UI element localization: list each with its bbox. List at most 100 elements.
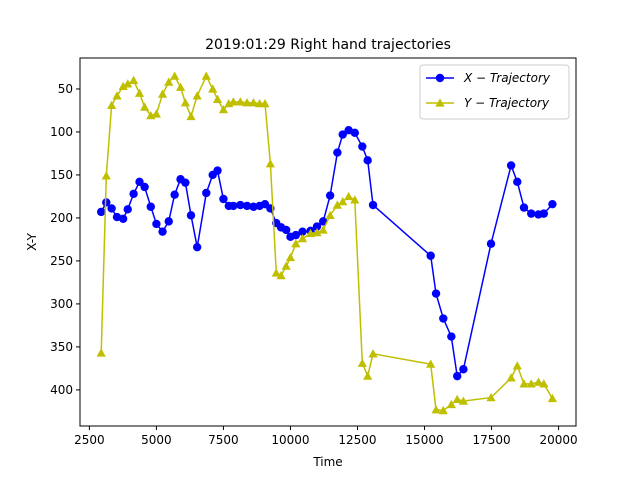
data-point [431,405,441,414]
data-point [170,190,179,199]
x-axis: 2500 5000 7500 10000 12500 15000 17500 20000 [74,426,578,447]
data-point [332,200,342,209]
data-point [265,159,275,168]
data-point [291,230,301,240]
data-point [350,128,360,138]
plot-frame [79,57,577,427]
data-point [298,227,307,236]
data-point [146,202,155,211]
data-point [228,97,238,106]
data-point [318,225,328,234]
data-point [213,166,222,175]
data-point [438,405,448,415]
data-point [218,104,229,114]
y-tick-label: 400 [50,383,73,397]
data-point [426,251,435,260]
data-point [519,379,529,388]
y-tick-label: 200 [50,211,73,225]
data-point [129,75,139,85]
data-point [526,379,536,388]
data-point [170,71,180,80]
data-point [325,210,335,220]
data-point [135,177,144,187]
data-point [112,91,122,100]
legend-label: X − Trajectory [463,71,551,85]
x-tick-label: 15000 [405,433,443,447]
x-tick-label: 7500 [208,433,239,447]
data-point [134,88,145,97]
data-point [350,195,360,204]
legend-item: Y − Trajectory [426,96,550,110]
data-point [458,396,468,405]
data-point [181,178,190,187]
data-point [486,393,496,402]
data-point [426,359,436,368]
y-axis-title: X-Y [25,232,39,251]
x-tick-label: 5000 [141,433,172,447]
data-point [260,98,270,108]
data-point [202,188,211,198]
data-point [513,177,522,187]
y-tick-label: 150 [50,168,73,182]
data-point [506,373,516,382]
data-point [548,199,557,209]
data-point [363,371,373,380]
y-tick-label: 100 [50,125,73,139]
data-point [101,171,111,180]
data-point [439,314,448,323]
data-point [236,200,245,210]
data-point [285,252,296,262]
data-point [123,205,132,214]
data-point [533,377,544,386]
data-point [527,209,536,218]
legend-label: Y − Trajectory [464,96,550,110]
data-point [312,222,322,231]
data-point [107,100,117,109]
x-tick-label: 17500 [472,433,510,447]
data-point [249,202,258,211]
legend-box [419,64,570,120]
data-point [357,358,367,367]
data-point [140,182,149,192]
data-point [519,203,529,212]
data-point [281,261,291,270]
data-point [512,361,522,370]
data-point [129,189,138,199]
data-point [297,233,308,243]
data-point [242,201,252,211]
data-point [140,102,150,111]
x-tick-label: 2500 [74,433,105,447]
y-tick-label: 300 [50,297,73,311]
x-tick-label: 12500 [338,433,376,447]
x-tick-label: 20000 [539,433,577,447]
y-tick-label: 50 [58,82,73,96]
data-point [123,79,133,88]
series-x-trajectory [96,126,557,381]
data-point [186,111,196,121]
legend: X − Trajectory Y − Trajectory [419,64,570,120]
data-point [192,91,202,100]
y-tick-label: 250 [50,254,73,268]
data-point [186,211,196,220]
data-point [291,239,301,248]
data-point [312,227,322,237]
data-point [453,371,462,381]
data-point [447,332,456,341]
data-point [96,348,106,357]
data-point [276,270,286,280]
data-point [539,209,549,218]
data-point [271,268,281,277]
data-point [118,214,128,223]
data-point [157,89,168,98]
data-point [248,98,259,107]
data-point [107,204,116,213]
data-point [118,81,128,91]
data-point [151,109,162,118]
data-point [325,191,335,200]
x-tick-label: 10000 [271,433,309,447]
data-point [201,71,211,80]
data-point [452,394,462,404]
data-point [158,227,167,236]
data-point [344,191,354,201]
